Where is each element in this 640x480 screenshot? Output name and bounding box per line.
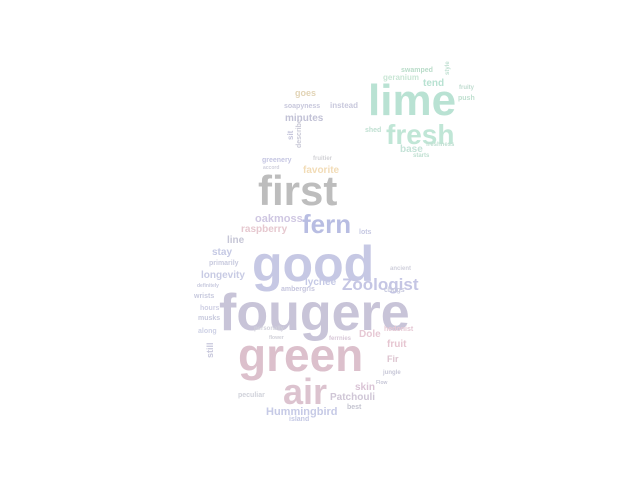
word: longevity	[201, 270, 245, 281]
word: stay	[212, 247, 232, 258]
word: accord	[263, 165, 279, 171]
word: lychee	[305, 277, 337, 288]
word: goes	[295, 88, 316, 98]
word: geranium	[383, 73, 419, 82]
word: hours	[200, 305, 220, 312]
word: green	[238, 329, 363, 381]
word: fern	[302, 209, 351, 239]
word: base	[400, 144, 423, 155]
word: best	[347, 404, 362, 411]
word: peculiar	[238, 392, 265, 399]
word: first	[258, 167, 337, 214]
word: Patchouli	[330, 392, 375, 403]
word: Fir	[387, 354, 399, 364]
word: fruit	[387, 339, 407, 350]
word: push	[458, 95, 475, 102]
word: line	[227, 235, 245, 246]
word: sit	[286, 130, 295, 140]
word: air	[283, 371, 327, 412]
word: starts	[413, 153, 430, 159]
word: hedonist	[384, 326, 414, 333]
word: lime	[368, 76, 456, 125]
word: Flow	[376, 380, 387, 386]
word: describe	[296, 119, 303, 148]
word: wrists	[193, 293, 214, 300]
word: swamped	[401, 67, 433, 74]
word: greenery	[262, 157, 292, 164]
word: definitely	[197, 283, 219, 289]
word: tend	[423, 78, 444, 89]
word: flower	[269, 335, 284, 341]
word: skin	[355, 382, 375, 393]
word: still	[205, 342, 215, 358]
word: fougere	[219, 284, 410, 342]
word: fruitier	[313, 156, 333, 162]
word: along	[198, 328, 217, 335]
word: personally	[254, 326, 285, 332]
word: chugs	[384, 287, 405, 294]
word: favorite	[303, 165, 340, 176]
word: instead	[330, 101, 358, 110]
word: Dole	[359, 329, 381, 340]
word: oakmoss	[255, 213, 303, 225]
word: primarily	[209, 260, 239, 267]
word: style	[445, 61, 451, 75]
word: island	[289, 416, 309, 423]
word: fresh	[386, 119, 454, 150]
word: Zoologist	[342, 275, 419, 294]
word: ancient	[390, 266, 411, 272]
word: Hummingbird	[266, 406, 338, 418]
word: jungle	[382, 370, 401, 376]
word: freshness	[426, 142, 455, 148]
word: fruity	[459, 85, 475, 91]
word: ferrnies	[329, 336, 352, 342]
word: minutes	[285, 113, 324, 124]
word: musks	[198, 315, 220, 322]
word: lots	[359, 229, 372, 236]
word: good	[252, 236, 374, 292]
word: raspberry	[241, 224, 288, 235]
word: ambergris	[281, 286, 315, 293]
word: shed	[365, 127, 381, 134]
word: soapyness	[284, 103, 320, 110]
